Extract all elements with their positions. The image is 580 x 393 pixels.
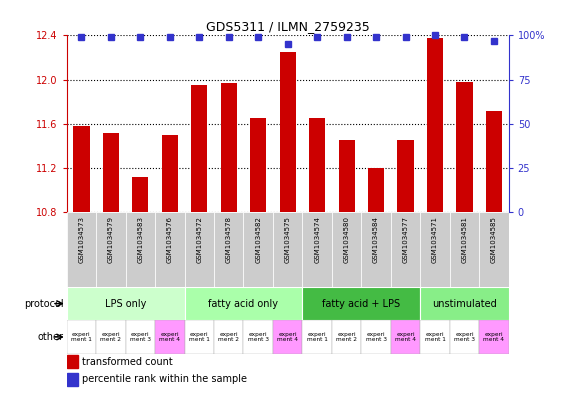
Bar bbox=[339, 140, 355, 212]
Text: GSM1034581: GSM1034581 bbox=[462, 216, 467, 263]
Text: GSM1034573: GSM1034573 bbox=[78, 216, 85, 263]
Bar bbox=[391, 320, 420, 354]
Text: GSM1034576: GSM1034576 bbox=[167, 216, 173, 263]
Bar bbox=[155, 212, 184, 287]
Bar bbox=[67, 373, 78, 386]
Bar bbox=[184, 212, 214, 287]
Text: experi
ment 3: experi ment 3 bbox=[248, 332, 269, 342]
Bar bbox=[420, 212, 450, 287]
Bar bbox=[73, 126, 89, 212]
Bar bbox=[420, 287, 509, 320]
Bar bbox=[250, 118, 266, 212]
Text: experi
ment 3: experi ment 3 bbox=[454, 332, 475, 342]
Bar bbox=[427, 38, 443, 212]
Text: experi
ment 4: experi ment 4 bbox=[483, 332, 505, 342]
Bar bbox=[155, 320, 184, 354]
Bar bbox=[220, 83, 237, 212]
Title: GDS5311 / ILMN_2759235: GDS5311 / ILMN_2759235 bbox=[206, 20, 369, 33]
Bar bbox=[184, 320, 214, 354]
Bar bbox=[456, 82, 473, 212]
Text: GSM1034574: GSM1034574 bbox=[314, 216, 320, 263]
Text: other: other bbox=[38, 332, 64, 342]
Text: GSM1034571: GSM1034571 bbox=[432, 216, 438, 263]
Text: experi
ment 4: experi ment 4 bbox=[395, 332, 416, 342]
Text: experi
ment 1: experi ment 1 bbox=[189, 332, 210, 342]
Bar bbox=[67, 320, 96, 354]
Bar bbox=[302, 212, 332, 287]
Text: GSM1034572: GSM1034572 bbox=[196, 216, 202, 263]
Bar bbox=[309, 118, 325, 212]
Bar bbox=[244, 320, 273, 354]
Bar bbox=[479, 320, 509, 354]
Text: experi
ment 2: experi ment 2 bbox=[218, 332, 240, 342]
Text: GSM1034577: GSM1034577 bbox=[403, 216, 408, 263]
Bar bbox=[302, 287, 420, 320]
Bar bbox=[244, 212, 273, 287]
Bar bbox=[67, 212, 96, 287]
Bar bbox=[273, 212, 302, 287]
Text: LPS only: LPS only bbox=[105, 299, 146, 309]
Bar bbox=[361, 212, 391, 287]
Bar bbox=[368, 168, 384, 212]
Text: GSM1034583: GSM1034583 bbox=[137, 216, 143, 263]
Bar bbox=[126, 320, 155, 354]
Text: GSM1034580: GSM1034580 bbox=[343, 216, 350, 263]
Bar bbox=[332, 212, 361, 287]
Text: GSM1034579: GSM1034579 bbox=[108, 216, 114, 263]
Bar bbox=[302, 320, 332, 354]
Bar bbox=[391, 212, 420, 287]
Text: experi
ment 3: experi ment 3 bbox=[365, 332, 387, 342]
Bar bbox=[361, 320, 391, 354]
Bar bbox=[280, 52, 296, 212]
Bar bbox=[96, 212, 126, 287]
Text: experi
ment 1: experi ment 1 bbox=[307, 332, 328, 342]
Text: GSM1034582: GSM1034582 bbox=[255, 216, 261, 263]
Text: transformed count: transformed count bbox=[82, 357, 173, 367]
Bar bbox=[126, 212, 155, 287]
Text: experi
ment 1: experi ment 1 bbox=[425, 332, 445, 342]
Bar bbox=[420, 320, 450, 354]
Text: protocol: protocol bbox=[24, 299, 64, 309]
Text: percentile rank within the sample: percentile rank within the sample bbox=[82, 375, 247, 384]
Bar bbox=[397, 140, 414, 212]
Text: experi
ment 4: experi ment 4 bbox=[160, 332, 180, 342]
Text: experi
ment 2: experi ment 2 bbox=[336, 332, 357, 342]
Text: fatty acid only: fatty acid only bbox=[208, 299, 278, 309]
Text: experi
ment 2: experi ment 2 bbox=[100, 332, 121, 342]
Text: experi
ment 1: experi ment 1 bbox=[71, 332, 92, 342]
Text: experi
ment 4: experi ment 4 bbox=[277, 332, 298, 342]
Bar bbox=[184, 287, 302, 320]
Text: fatty acid + LPS: fatty acid + LPS bbox=[322, 299, 400, 309]
Text: GSM1034575: GSM1034575 bbox=[285, 216, 291, 263]
Text: GSM1034585: GSM1034585 bbox=[491, 216, 497, 263]
Bar bbox=[486, 110, 502, 212]
Bar bbox=[332, 320, 361, 354]
Bar bbox=[67, 287, 184, 320]
Text: experi
ment 3: experi ment 3 bbox=[130, 332, 151, 342]
Bar bbox=[132, 177, 148, 212]
Bar bbox=[450, 320, 479, 354]
Text: GSM1034578: GSM1034578 bbox=[226, 216, 232, 263]
Bar bbox=[162, 135, 178, 212]
Bar bbox=[67, 355, 78, 368]
Text: unstimulated: unstimulated bbox=[432, 299, 497, 309]
Bar bbox=[191, 85, 208, 212]
Bar bbox=[450, 212, 479, 287]
Bar bbox=[273, 320, 302, 354]
Bar bbox=[214, 212, 244, 287]
Bar bbox=[96, 320, 126, 354]
Bar bbox=[479, 212, 509, 287]
Text: GSM1034584: GSM1034584 bbox=[373, 216, 379, 263]
Bar bbox=[214, 320, 244, 354]
Bar bbox=[103, 133, 119, 212]
